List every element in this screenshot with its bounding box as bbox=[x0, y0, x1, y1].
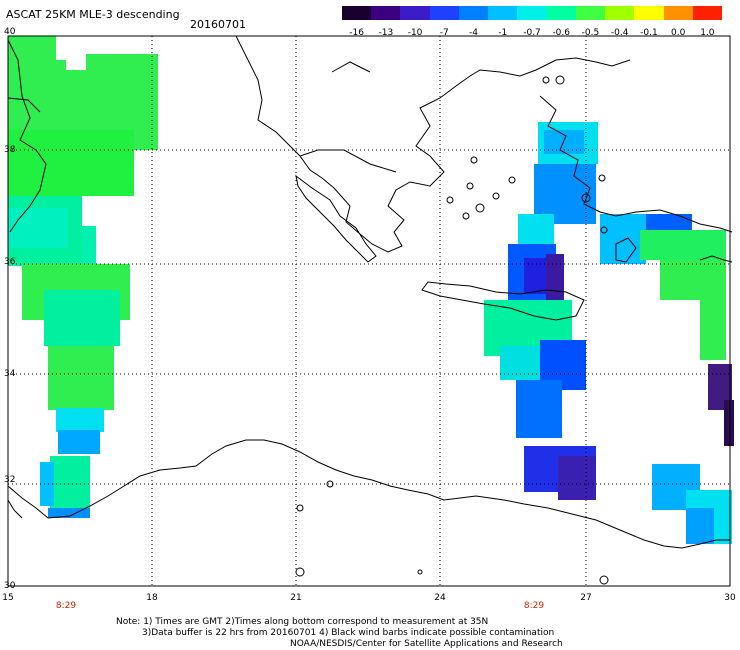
colorbar-tick-label: -0.4 bbox=[610, 28, 629, 38]
colorbar-segment bbox=[575, 6, 606, 20]
lon-tick-label: 27 bbox=[580, 593, 592, 603]
colorbar-segment bbox=[605, 6, 635, 20]
colorbar-tick-label: -0.1 bbox=[640, 28, 658, 38]
colorbar-segment bbox=[342, 6, 372, 20]
colorbar-segment bbox=[634, 6, 664, 20]
colorbar-tick-label: -7 bbox=[439, 28, 449, 38]
colorbar-segment bbox=[429, 6, 459, 20]
colorbar-tick-label: -0.6 bbox=[552, 28, 570, 38]
lat-tick-label: 30 bbox=[4, 581, 16, 591]
colorbar-tick-label: -1 bbox=[498, 28, 508, 38]
lat-tick-label: 34 bbox=[4, 369, 16, 379]
note-line-3: NOAA/NESDIS/Center for Satellite Applica… bbox=[290, 639, 563, 649]
colorbar-tick-label: 1.0 bbox=[700, 28, 715, 38]
colorbar-segment bbox=[458, 6, 489, 20]
colorbar-tick-label: -0.7 bbox=[523, 28, 541, 38]
lon-tick-label: 24 bbox=[434, 593, 446, 603]
lat-tick-label: 32 bbox=[4, 475, 16, 485]
colorbar-tick-label: -16 bbox=[349, 28, 364, 38]
colorbar-segment bbox=[371, 6, 401, 20]
colorbar-segment bbox=[488, 6, 518, 20]
graticule bbox=[8, 36, 730, 586]
lat-tick-label: 36 bbox=[4, 257, 16, 267]
lon-tick-label: 15 bbox=[2, 593, 14, 603]
colorbar-segment bbox=[663, 6, 693, 20]
colorbar-segment bbox=[692, 6, 723, 20]
lon-tick-label: 21 bbox=[290, 593, 302, 603]
time-label-east: 8:29 bbox=[523, 601, 545, 611]
colorbar-tick-label: -0.5 bbox=[581, 28, 600, 38]
colorbar-tick-label: -13 bbox=[378, 28, 394, 38]
colorbar bbox=[342, 6, 723, 20]
colorbar-segment bbox=[546, 6, 576, 20]
colorbar-segment bbox=[517, 6, 547, 20]
colorbar-tick-label: 0.0 bbox=[670, 28, 686, 38]
coastline bbox=[7, 35, 733, 549]
wind-cells-east bbox=[484, 122, 734, 544]
lon-tick-label: 30 bbox=[724, 593, 736, 603]
islands bbox=[295, 75, 609, 585]
colorbar-tick-label: -4 bbox=[469, 28, 479, 38]
lon-tick-label: 18 bbox=[146, 593, 158, 603]
map-title: ASCAT 25KM MLE-3 descending bbox=[6, 8, 180, 21]
lat-tick-label: 38 bbox=[4, 145, 16, 155]
colorbar-tick-label: -10 bbox=[407, 28, 423, 38]
wind-cells-west bbox=[8, 36, 158, 518]
colorbar-segment bbox=[400, 6, 430, 20]
map-date: 20160701 bbox=[190, 18, 246, 31]
note-line-1: Note: 1) Times are GMT 2)Times along bot… bbox=[116, 617, 489, 627]
note-line-2: 3)Data buffer is 22 hrs from 20160701 4)… bbox=[142, 628, 555, 638]
map-frame bbox=[7, 35, 731, 587]
time-label-west: 8:29 bbox=[55, 601, 77, 611]
lat-tick-label: 40 bbox=[4, 27, 16, 37]
